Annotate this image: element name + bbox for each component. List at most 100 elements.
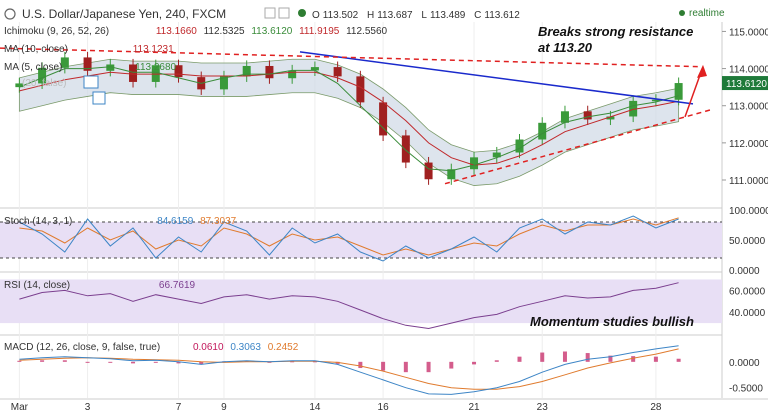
ichimoku-v4: 111.9195 xyxy=(299,26,340,37)
ichimoku-v2: 112.5325 xyxy=(204,26,245,37)
macd-hist-bar xyxy=(85,361,90,363)
ichimoku-label: Ichimoku (9, 26, 52, 26) xyxy=(4,26,109,37)
ohlc-key-c: C xyxy=(474,10,481,21)
realtime-dot-icon xyxy=(679,10,685,16)
rsi-legend[interactable]: RSI (14, close) 66.7619 xyxy=(4,280,196,291)
candle-body xyxy=(174,65,183,78)
macd-hist-bar xyxy=(40,360,45,362)
candle-body xyxy=(583,111,592,120)
macd-hist-bar xyxy=(403,361,408,373)
x-tick-label: Mar xyxy=(11,402,29,413)
rsi-value: 66.7619 xyxy=(159,280,196,291)
eye-icon[interactable] xyxy=(264,7,276,19)
ichimoku-legend[interactable]: Ichimoku (9, 26, 52, 26) 113.1660 112.53… xyxy=(4,26,388,37)
candle-body xyxy=(333,67,342,77)
stoch-tick-label: 50.0000 xyxy=(729,236,766,247)
breakout-annotation-2: at 113.20 xyxy=(538,40,593,55)
x-tick-label: 7 xyxy=(176,402,182,413)
stoch-k-line xyxy=(19,215,679,262)
macd-hist-bar xyxy=(62,360,67,362)
ma10-label: MA (10, close) xyxy=(4,44,68,55)
macd-hist-bar xyxy=(381,361,386,371)
candle-body xyxy=(83,57,92,71)
macd-hist-bar xyxy=(517,356,522,362)
macd-signal-value: 0.2452 xyxy=(268,342,299,353)
ichimoku-cloud xyxy=(18,58,680,186)
macd-hist-bar xyxy=(312,361,317,363)
faded-legend: (20, false) xyxy=(22,78,66,89)
macd-hist-bar xyxy=(562,351,567,362)
macd-hist-bar xyxy=(153,361,158,363)
resistance-trendline xyxy=(299,51,694,105)
ma5-label: MA (5, close) xyxy=(4,62,62,73)
candle-body xyxy=(15,83,24,88)
candle-body xyxy=(379,102,388,136)
ichimoku-v3: 113.6120 xyxy=(251,26,292,37)
candle-body xyxy=(470,157,479,170)
candle-body xyxy=(288,70,297,79)
macd-legend[interactable]: MACD (12, 26, close, 9, false, true) 0.0… xyxy=(4,342,299,353)
macd-hist-bar xyxy=(653,356,658,362)
x-tick-label: 14 xyxy=(309,402,321,413)
rsi-panel: 60.0000 40.0000 xyxy=(0,279,766,330)
ma10-legend[interactable]: MA (10, close) 113.1231 xyxy=(4,44,174,55)
macd-hist-bar xyxy=(676,358,681,362)
realtime-label: realtime xyxy=(689,8,725,19)
ohlc-key-l: L xyxy=(421,10,427,21)
macd-hist-bar xyxy=(199,361,204,365)
macd-line-value: 0.3063 xyxy=(230,342,261,353)
price-legend: Ichimoku (9, 26, 52, 26) 113.1660 112.53… xyxy=(4,26,388,105)
stoch-legend[interactable]: Stoch (14, 3, 1) 84.6159 87.3037 xyxy=(4,216,237,227)
ohlc-val-o: 113.502 xyxy=(323,10,359,21)
candle-body xyxy=(424,162,433,180)
price-tick-label: 111.0000 xyxy=(729,176,768,187)
rsi-label: RSI (14, close) xyxy=(4,280,70,291)
ohlc-readout: O 113.502 H 113.687 L 113.489 C 113.612 xyxy=(312,10,520,21)
macd-panel: 0.0000 -0.5000 xyxy=(17,345,763,395)
x-tick-label: 16 xyxy=(378,402,390,413)
ichimoku-v1: 113.1660 xyxy=(156,26,197,37)
candle-body xyxy=(356,76,365,103)
macd-tick-label: -0.5000 xyxy=(729,384,763,395)
ma10-value: 113.1231 xyxy=(133,44,174,55)
ma10-line xyxy=(19,71,679,166)
ohlc-val-l: 113.489 xyxy=(430,10,466,21)
macd-hist-bar xyxy=(108,361,113,363)
ohlc-val-h: 113.687 xyxy=(377,10,413,21)
breakout-arrow-head xyxy=(697,64,707,78)
collapse-icon[interactable] xyxy=(4,8,16,20)
macd-hist-bar xyxy=(290,361,295,363)
candle-body xyxy=(60,57,69,68)
macd-hist-bar xyxy=(267,361,272,363)
candle-body xyxy=(151,65,160,82)
candle-body xyxy=(106,64,115,71)
price-panel xyxy=(0,47,713,186)
candle-body xyxy=(538,122,547,140)
stoch-label: Stoch (14, 3, 1) xyxy=(4,216,72,227)
macd-signal-line xyxy=(19,348,679,390)
x-tick-label: 23 xyxy=(537,402,549,413)
candle-body xyxy=(629,100,638,117)
stoch-tick-label: 100.0000 xyxy=(729,206,768,217)
rsi-band xyxy=(0,279,722,324)
last-price-value: 113.6120 xyxy=(726,79,767,90)
candle-body xyxy=(219,76,228,90)
breakout-annotation-1: Breaks strong resistance xyxy=(538,24,693,39)
candle-body xyxy=(310,67,319,71)
x-tick-label: 3 xyxy=(85,402,91,413)
macd-hist-bar xyxy=(585,353,590,362)
last-price-tag: 113.6120 xyxy=(722,76,768,91)
symbol-title: U.S. Dollar/Japanese Yen, 240, FXCM xyxy=(22,7,226,21)
macd-hist-bar xyxy=(608,355,613,362)
anchor-icon[interactable] xyxy=(92,91,106,105)
macd-label: MACD (12, 26, close, 9, false, true) xyxy=(4,342,160,353)
arrow-icon[interactable] xyxy=(83,75,99,89)
price-tick-label: 112.0000 xyxy=(729,139,768,150)
macd-hist-bar xyxy=(494,360,499,362)
macd-hist-bar xyxy=(449,361,454,369)
ma5-legend[interactable]: MA (5, close) 113.2680 xyxy=(4,62,177,73)
price-tick-label: 115.0000 xyxy=(729,27,768,38)
settings-icon[interactable] xyxy=(278,7,290,19)
candle-body xyxy=(492,152,501,158)
